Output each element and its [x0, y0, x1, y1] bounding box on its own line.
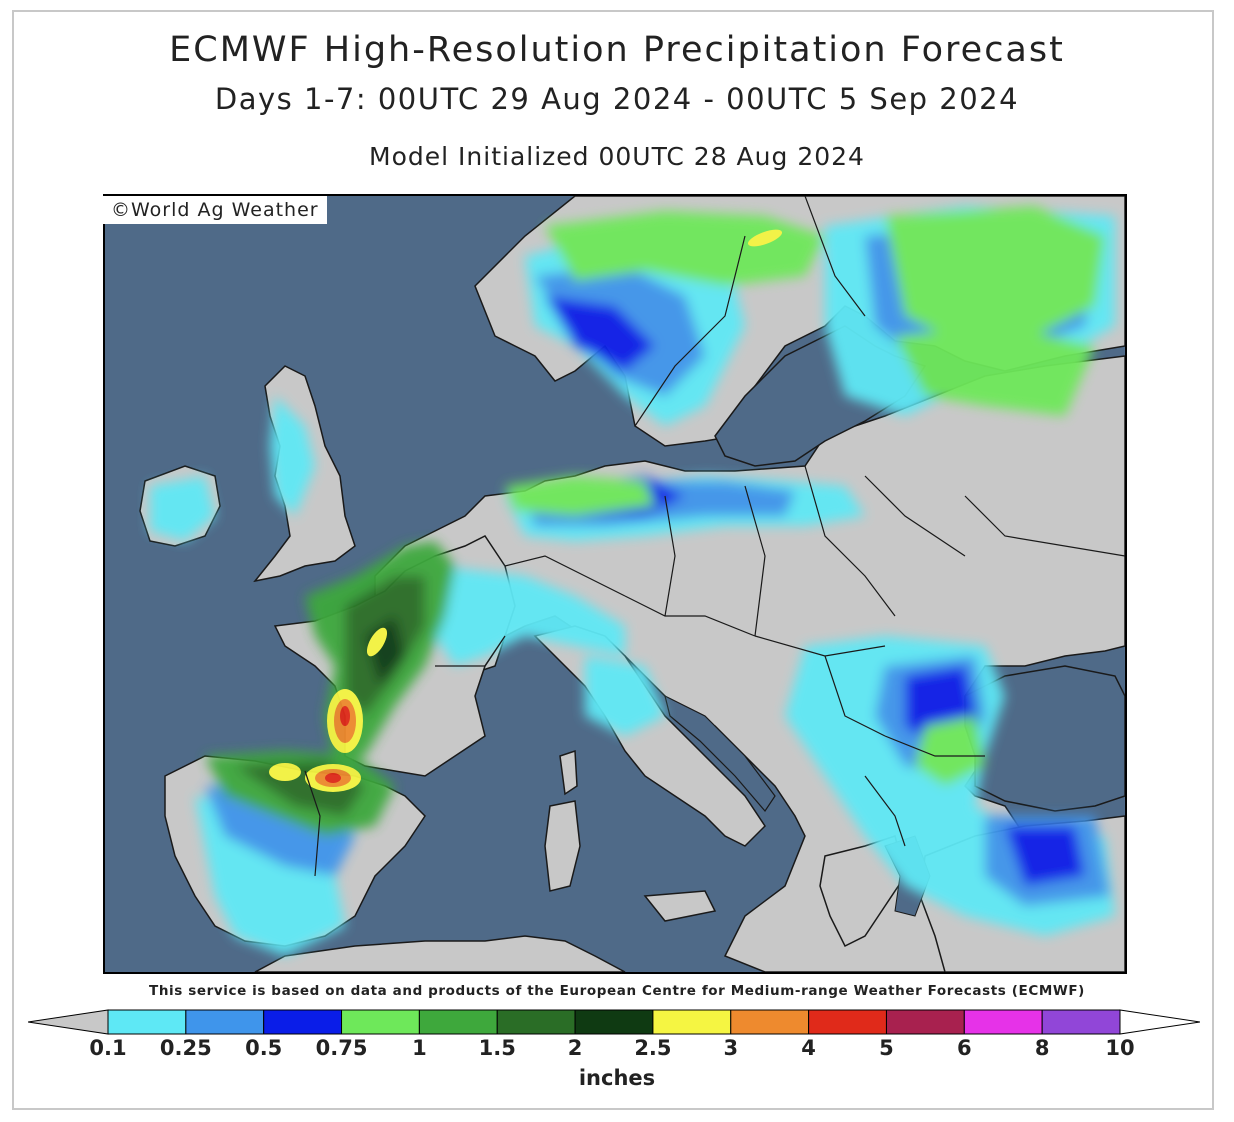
attribution-text: This service is based on data and produc…: [149, 983, 1085, 999]
legend-swatch: [341, 1009, 420, 1035]
precip-darkblue-turkey: [1005, 826, 1085, 886]
legend-swatch: [885, 1009, 965, 1035]
legend-swatch: [574, 1009, 654, 1035]
legend-tick-label: 6: [956, 1036, 972, 1060]
legend-under-arrow: [28, 1009, 109, 1035]
legend-swatch: [1041, 1009, 1121, 1035]
precip-cyan-italy: [585, 656, 665, 736]
legend-swatch: [418, 1009, 498, 1035]
legend-over-arrow: [1119, 1009, 1200, 1035]
legend-tick-label: 0.5: [245, 1036, 283, 1060]
legend-tick-label: 3: [723, 1036, 739, 1060]
color-legend: [28, 1009, 1200, 1035]
legend-swatch: [107, 1009, 187, 1035]
precip-cyan-nw: [435, 566, 625, 666]
map-title: ECMWF High-Resolution Precipitation Fore…: [169, 30, 1065, 70]
legend-swatch: [496, 1009, 576, 1035]
legend-tick-label: 2: [567, 1036, 583, 1060]
precip-green-benelux: [505, 476, 655, 516]
map-subtitle: Days 1-7: 00UTC 29 Aug 2024 - 00UTC 5 Se…: [214, 82, 1020, 116]
precip-green-balkans: [915, 716, 985, 786]
precipitation-map: [103, 194, 1127, 974]
legend-tick-label: 5: [879, 1036, 894, 1060]
legend-tick-label: 2.5: [634, 1036, 672, 1060]
legend-tick-label: 4: [801, 1036, 816, 1060]
legend-swatch: [963, 1009, 1043, 1035]
precip-darkblue-scand: [545, 296, 655, 371]
legend-swatch: [808, 1009, 887, 1035]
legend-swatch: [185, 1009, 265, 1035]
legend-tick-label: 0.75: [315, 1036, 368, 1060]
model-init-label: Model Initialized 00UTC 28 Aug 2024: [369, 142, 865, 171]
legend-tick-labels: 0.1 0.25 0.5 0.75 1 1.5 2 2.5 3 4 5 6 8 10: [0, 1036, 1234, 1066]
precip-red-bay-biscay: [340, 706, 350, 726]
country-borders: [304, 196, 1125, 877]
legend-swatch: [652, 1009, 732, 1035]
precip-green-scand: [545, 211, 825, 286]
precip-cyan-britain: [270, 396, 315, 516]
legend-tick-label: 1: [412, 1036, 427, 1060]
legend-units: inches: [578, 1066, 656, 1090]
legend-tick-label: 8: [1034, 1036, 1050, 1060]
legend-tick-label: 1.5: [478, 1036, 516, 1060]
copyright-label: ©World Ag Weather: [103, 196, 327, 224]
legend-tick-label: 0.1: [89, 1036, 127, 1060]
sardinia-landmass: [544, 800, 581, 892]
precipitation-shading: [150, 206, 1115, 956]
corsica-landmass: [559, 749, 578, 796]
precip-red-pyrenees: [325, 773, 341, 783]
legend-tick-label: 0.25: [159, 1036, 212, 1060]
legend-swatch: [730, 1009, 810, 1035]
north-africa-landmass: [254, 935, 626, 972]
precip-yellow-loire: [366, 627, 388, 657]
sicily-landmass: [643, 890, 717, 922]
legend-swatch: [263, 1009, 343, 1035]
precip-yellow-sweden: [747, 229, 783, 247]
adriatic-sea: [664, 694, 776, 812]
precip-cyan-ireland: [150, 476, 215, 541]
precip-green-finland: [885, 206, 1105, 346]
precip-yellow-nw-spain: [269, 763, 301, 781]
precip-green-estonia: [895, 326, 1095, 416]
legend-tick-label: 10: [1105, 1036, 1135, 1060]
